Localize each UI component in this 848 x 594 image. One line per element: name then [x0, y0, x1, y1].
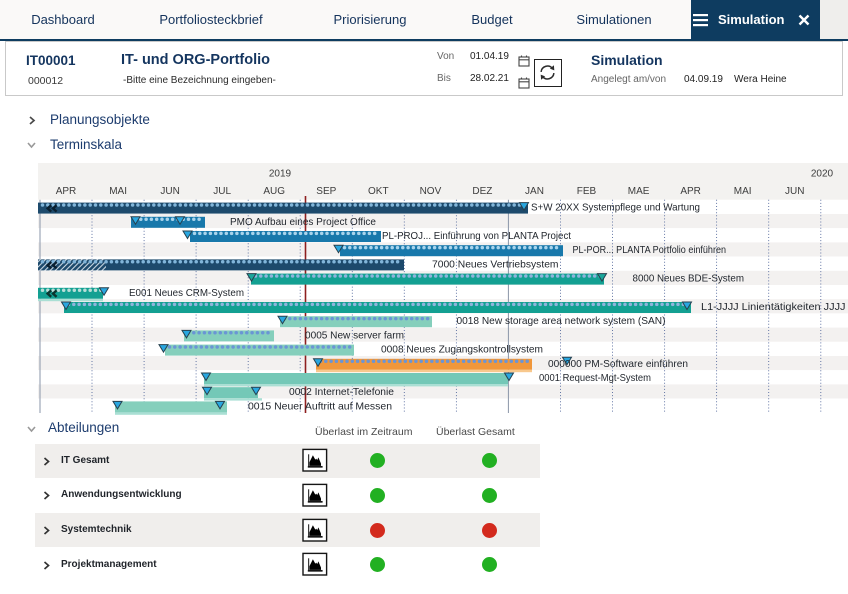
svg-text:000000 PM-Software einführen: 000000 PM-Software einführen: [548, 358, 688, 370]
svg-text:FEB: FEB: [577, 186, 597, 197]
svg-text:2020: 2020: [811, 169, 834, 180]
svg-text:AUG: AUG: [263, 186, 285, 197]
svg-text:2019: 2019: [269, 169, 292, 180]
svg-text:7000 Neues Vertriebsystem: 7000 Neues Vertriebsystem: [432, 258, 559, 270]
svg-text:8000 Neues BDE-System: 8000 Neues BDE-System: [633, 273, 745, 285]
svg-text:0005 New server farm: 0005 New server farm: [305, 329, 404, 341]
svg-text:SEP: SEP: [316, 186, 336, 197]
svg-text:APR: APR: [56, 186, 77, 197]
svg-text:PL-POR... PLANTA Portfolio ein: PL-POR... PLANTA Portfolio einführen: [573, 244, 727, 256]
svg-text:E001 Neues CRM-System: E001 Neues CRM-System: [129, 287, 244, 299]
svg-text:JUN: JUN: [785, 186, 804, 197]
svg-text:MAI: MAI: [734, 186, 752, 197]
svg-text:S+W 20XX Systempflege und Wart: S+W 20XX Systempflege und Wartung: [531, 202, 700, 214]
svg-text:MAE: MAE: [628, 186, 650, 197]
svg-text:L1-JJJJ Linientätigkeiten JJJJ: L1-JJJJ Linientätigkeiten JJJJ: [701, 301, 846, 313]
svg-text:0018 New storage area network: 0018 New storage area network system (SA…: [457, 315, 666, 327]
svg-text:0008 Neues Zugangskontrollsyst: 0008 Neues Zugangskontrollsystem: [381, 344, 543, 356]
svg-text:OKT: OKT: [368, 186, 389, 197]
svg-text:PL-PROJ... Einführung von PLAN: PL-PROJ... Einführung von PLANTA Project: [382, 230, 571, 242]
svg-text:MAI: MAI: [109, 186, 127, 197]
svg-text:0002 Internet-Telefonie: 0002 Internet-Telefonie: [289, 386, 394, 398]
svg-text:PMO Aufbau eines Project Offic: PMO Aufbau eines Project Office: [230, 216, 376, 228]
svg-text:DEZ: DEZ: [472, 186, 492, 197]
svg-text:JUN: JUN: [160, 186, 179, 197]
svg-text:JAN: JAN: [525, 186, 544, 197]
svg-text:0015 Neuer Auftritt auf Messen: 0015 Neuer Auftritt auf Messen: [248, 400, 392, 412]
svg-text:APR: APR: [680, 186, 701, 197]
svg-text:JUL: JUL: [213, 186, 231, 197]
svg-text:NOV: NOV: [420, 186, 442, 197]
svg-text:0001 Request-Mgt-System: 0001 Request-Mgt-System: [539, 372, 651, 384]
